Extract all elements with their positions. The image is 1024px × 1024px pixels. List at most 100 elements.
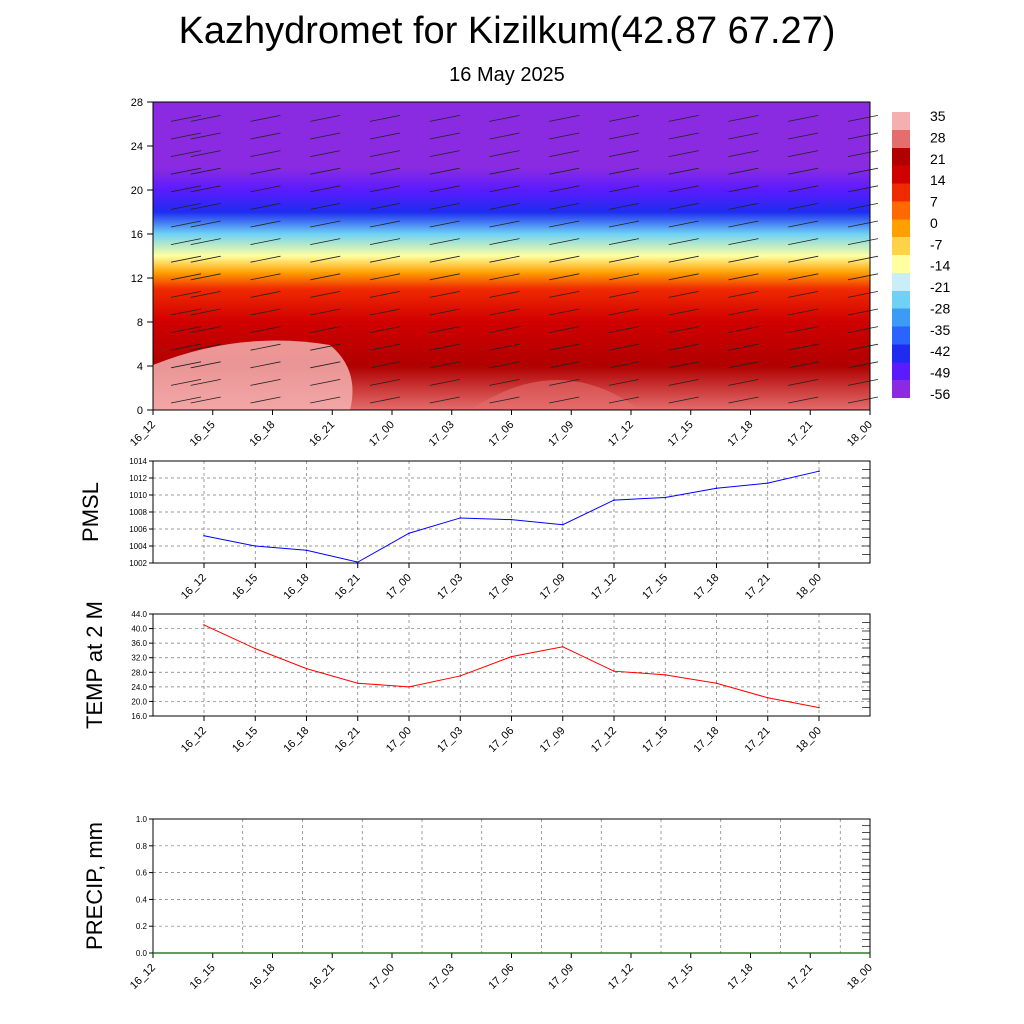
wind-barb — [190, 220, 221, 228]
wind-barb — [847, 238, 879, 245]
colorbar-label: 7 — [930, 194, 938, 210]
wind-barb — [847, 308, 879, 316]
wind-barb — [250, 255, 281, 263]
x-tick-label: 16_21 — [333, 572, 363, 602]
wind-barb — [608, 396, 640, 404]
wind-barb — [369, 326, 401, 333]
wind-barb — [369, 167, 401, 175]
y-tick-label: 20 — [131, 185, 143, 197]
x-tick-label: 17_21 — [743, 725, 773, 755]
wind-barb — [489, 238, 520, 245]
wind-barb — [170, 185, 202, 193]
y-tick-label: 1014 — [129, 457, 147, 466]
wind-barb — [369, 203, 401, 210]
wind-barb — [788, 238, 819, 245]
data-point — [561, 645, 564, 648]
data-point — [459, 675, 462, 677]
wind-barb — [668, 343, 699, 351]
wind-barb — [549, 132, 580, 140]
wind-barb — [489, 308, 520, 316]
colorbar-label: -28 — [930, 300, 950, 316]
wind-barb — [429, 255, 460, 263]
wind-barb — [369, 238, 401, 245]
wind-barb — [190, 273, 221, 281]
wind-barb — [190, 396, 221, 404]
colorbar-label: -14 — [930, 258, 950, 274]
wind-barb — [549, 308, 580, 316]
data-point — [254, 545, 257, 547]
wind-barb — [489, 203, 520, 210]
wind-barb — [608, 185, 640, 193]
wind-barb — [190, 326, 221, 333]
wind-barb — [549, 203, 580, 210]
wind-barb — [250, 273, 281, 281]
wind-barb — [429, 343, 460, 351]
x-tick-label: 17_15 — [666, 419, 696, 449]
x-tick-label: 16_15 — [188, 419, 218, 449]
wind-barb — [608, 326, 640, 333]
wind-barb — [728, 185, 759, 193]
wind-barb — [788, 343, 819, 351]
colorbar-label: -42 — [930, 343, 950, 359]
wind-barb — [369, 308, 401, 316]
wind-barb — [549, 115, 580, 122]
colorbar-label: 35 — [930, 108, 946, 124]
data-point — [818, 706, 820, 709]
wind-barb — [369, 396, 401, 404]
wind-barb — [489, 273, 520, 281]
wind-barb — [489, 150, 520, 157]
x-tick-label: 18_00 — [794, 572, 824, 602]
x-tick-label: 17_15 — [640, 572, 670, 602]
x-tick-label: 17_00 — [367, 962, 397, 992]
wind-barb — [549, 361, 580, 369]
wind-barb — [788, 396, 819, 404]
wind-barb — [369, 185, 401, 193]
wind-barb — [668, 255, 699, 263]
wind-barb — [668, 132, 699, 140]
data-point — [664, 674, 667, 676]
wind-barb — [788, 255, 819, 263]
wind-barb — [788, 132, 819, 140]
y-tick-label: 1004 — [129, 542, 147, 551]
wind-barb — [608, 132, 640, 140]
wind-barb — [369, 255, 401, 263]
wind-barb — [608, 167, 640, 175]
wind-barb — [788, 379, 819, 386]
y-tick-label: 24 — [131, 141, 143, 153]
wind-barb — [250, 361, 281, 369]
colorbar-label: 14 — [930, 172, 946, 188]
wind-barb — [190, 115, 221, 122]
wind-barb — [788, 203, 819, 210]
wind-barb — [170, 291, 202, 298]
wind-barb — [788, 361, 819, 369]
x-tick-label: 17_12 — [589, 725, 619, 755]
wind-barb — [429, 273, 460, 281]
wind-barb — [310, 238, 341, 245]
x-tick-label: 17_12 — [589, 572, 619, 602]
wind-barb — [728, 150, 759, 157]
wind-barb — [489, 167, 520, 175]
x-tick-label: 16_18 — [247, 962, 277, 992]
data-point — [459, 517, 462, 519]
wind-barb — [788, 326, 819, 333]
wind-barb — [170, 379, 202, 386]
wind-barb — [788, 115, 819, 122]
wind-barb — [788, 220, 819, 228]
data-point — [305, 549, 308, 552]
wind-barb — [310, 203, 341, 210]
x-tick-label: 17_00 — [367, 419, 397, 449]
data-point — [510, 518, 513, 521]
x-tick-label: 17_21 — [743, 572, 773, 602]
x-tick-label: 17_18 — [691, 725, 721, 755]
data-point — [408, 686, 410, 688]
wind-barb — [489, 343, 520, 351]
wind-barb — [847, 291, 879, 298]
wind-barb — [549, 150, 580, 157]
x-tick-label: 18_00 — [794, 725, 824, 755]
wind-barb — [549, 291, 580, 298]
wind-barb — [608, 273, 640, 281]
x-tick-label: 16_18 — [281, 725, 311, 755]
wind-barb — [310, 132, 341, 140]
x-tick-label: 17_15 — [640, 725, 670, 755]
wind-barb — [788, 273, 819, 281]
